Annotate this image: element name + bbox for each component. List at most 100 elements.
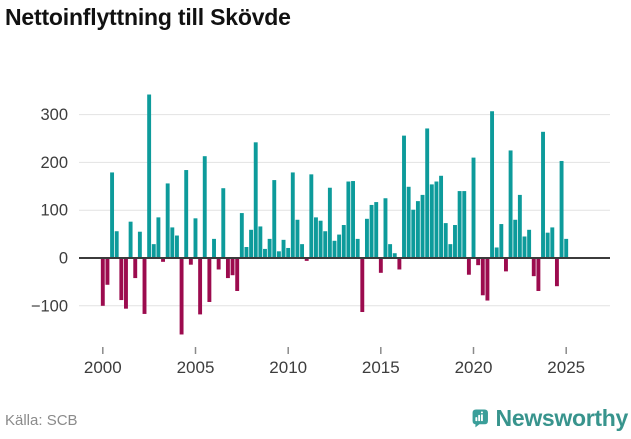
bar xyxy=(230,258,235,276)
y-axis-label: 200 xyxy=(40,154,68,172)
bar xyxy=(128,221,133,258)
chart-title: Nettoinflyttning till Skövde xyxy=(5,4,291,30)
source-label: Källa: SCB xyxy=(5,412,78,429)
x-axis-label: 2025 xyxy=(547,358,585,377)
newsworthy-logo-icon xyxy=(472,409,488,428)
bar xyxy=(184,170,189,258)
y-axis-label: −100 xyxy=(31,297,68,315)
bar xyxy=(415,201,420,258)
bar xyxy=(443,223,448,258)
bar xyxy=(559,160,564,258)
bar xyxy=(355,238,360,258)
bar xyxy=(545,232,550,258)
bar xyxy=(522,236,527,258)
bar xyxy=(536,258,541,291)
bar xyxy=(137,231,142,258)
bar xyxy=(453,225,457,258)
bar xyxy=(212,238,216,258)
bar xyxy=(448,244,453,258)
bar xyxy=(281,239,286,258)
bar xyxy=(397,258,402,270)
x-axis-label: 2015 xyxy=(362,358,400,377)
bar xyxy=(133,258,138,279)
y-axis-label: 300 xyxy=(40,106,68,124)
bar xyxy=(318,220,323,258)
bar xyxy=(429,184,434,258)
bar xyxy=(383,198,388,258)
bar xyxy=(457,191,462,258)
bar xyxy=(100,258,105,306)
bar xyxy=(151,244,156,258)
bar xyxy=(239,213,244,258)
bar xyxy=(110,172,115,258)
bar xyxy=(564,238,569,258)
bar xyxy=(504,258,508,272)
bar xyxy=(346,181,351,258)
bar xyxy=(360,258,365,313)
bar xyxy=(304,258,309,261)
bar xyxy=(272,180,277,258)
bar xyxy=(253,142,258,258)
newsworthy-brand: Newsworthy xyxy=(472,402,628,434)
bar xyxy=(327,187,332,258)
bar xyxy=(341,225,346,258)
bar xyxy=(290,172,295,258)
bar xyxy=(235,258,240,291)
bar xyxy=(323,231,328,258)
bar xyxy=(480,258,485,296)
bar xyxy=(202,156,207,258)
y-axis-label: 100 xyxy=(40,202,68,220)
bar xyxy=(531,258,536,277)
bar xyxy=(485,258,490,301)
newsworthy-wordmark: Newsworthy xyxy=(495,404,629,431)
bar xyxy=(499,224,504,258)
bar xyxy=(337,234,342,258)
bar xyxy=(249,229,254,258)
x-axis-label: 2020 xyxy=(455,358,493,377)
bar xyxy=(550,227,555,258)
bar xyxy=(554,258,559,287)
y-axis-label: 0 xyxy=(59,250,68,268)
bar xyxy=(388,244,393,258)
bar-chart: 300 200 100 0 −100 2000 2005 2010 2015 2020 2025 xyxy=(31,94,610,377)
bar xyxy=(188,258,193,265)
bar xyxy=(170,227,175,258)
bar xyxy=(258,226,263,258)
bar xyxy=(541,131,545,258)
bar xyxy=(434,181,439,258)
bar xyxy=(439,175,444,258)
x-axis-label: 2010 xyxy=(269,358,307,377)
bar xyxy=(369,204,374,258)
bar xyxy=(378,258,383,273)
bar xyxy=(466,258,471,275)
bar xyxy=(314,217,318,258)
bar xyxy=(124,258,128,309)
bar xyxy=(425,128,430,258)
bar xyxy=(225,258,230,279)
bar xyxy=(114,231,119,258)
x-axis-label: 2005 xyxy=(177,358,215,377)
bar xyxy=(295,219,300,258)
bar xyxy=(147,94,152,259)
bar xyxy=(494,247,499,258)
bar xyxy=(286,247,291,258)
bar xyxy=(364,218,369,258)
bar xyxy=(216,258,221,270)
bar xyxy=(351,181,355,258)
bar xyxy=(309,174,314,258)
bar xyxy=(156,217,161,258)
bar xyxy=(462,191,467,258)
bar xyxy=(490,111,495,258)
bar xyxy=(198,258,203,315)
bar xyxy=(411,209,416,258)
x-axis-label: 2000 xyxy=(84,358,122,377)
bar xyxy=(244,247,249,258)
bar xyxy=(476,258,481,266)
bar xyxy=(406,186,411,258)
bar xyxy=(165,183,170,258)
bar xyxy=(193,218,198,258)
bar xyxy=(221,188,226,258)
bar xyxy=(207,258,212,302)
bar xyxy=(263,248,267,258)
bar xyxy=(179,258,184,335)
